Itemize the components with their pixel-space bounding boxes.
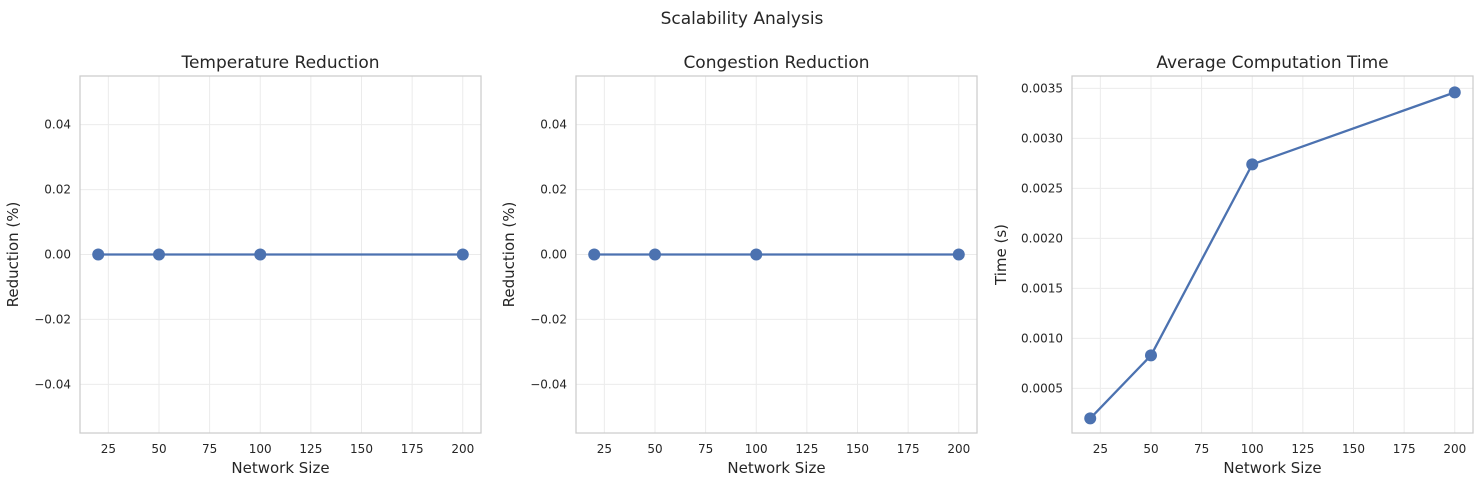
x-tick-label: 125 [1291, 442, 1314, 456]
x-tick-label: 175 [401, 442, 424, 456]
x-tick-label: 200 [451, 442, 474, 456]
data-point [254, 248, 267, 261]
y-tick-label: 0.0010 [1021, 331, 1063, 345]
x-tick-label: 150 [846, 442, 869, 456]
x-tick-label: 100 [1241, 442, 1264, 456]
x-tick-label: 25 [101, 442, 116, 456]
y-axis-label: Time (s) [992, 224, 1010, 286]
y-axis-label: Reduction (%) [500, 202, 518, 308]
x-tick-label: 200 [947, 442, 970, 456]
x-axis-label: Network Size [231, 459, 329, 477]
plot-area [1072, 76, 1473, 433]
y-tick-label: −0.04 [34, 377, 71, 391]
x-tick-label: 100 [745, 442, 768, 456]
x-tick-label: 200 [1443, 442, 1466, 456]
x-tick-label: 25 [597, 442, 612, 456]
y-tick-label: 0.0015 [1021, 281, 1063, 295]
x-tick-label: 150 [350, 442, 373, 456]
y-tick-label: −0.02 [530, 312, 567, 326]
x-tick-label: 100 [249, 442, 272, 456]
data-point [92, 248, 105, 261]
data-point [1084, 412, 1097, 425]
x-tick-label: 75 [202, 442, 217, 456]
plot-frame [1071, 75, 1474, 434]
x-axis-label: Network Size [1223, 459, 1321, 477]
data-point [648, 248, 661, 261]
x-tick-label: 50 [151, 442, 166, 456]
chart-title: Temperature Reduction [180, 53, 379, 73]
y-tick-label: 0.04 [44, 118, 71, 132]
y-tick-label: −0.04 [530, 377, 567, 391]
chart-title: Average Computation Time [1156, 53, 1388, 73]
y-tick-label: 0.0030 [1021, 131, 1063, 145]
y-tick-label: 0.02 [44, 183, 71, 197]
chart-title: Congestion Reduction [683, 53, 869, 73]
data-point [1144, 349, 1157, 362]
data-point [1246, 158, 1259, 171]
data-point [952, 248, 965, 261]
y-tick-label: −0.02 [34, 312, 71, 326]
series-line [1089, 91, 1456, 420]
plot-frame [79, 75, 482, 434]
x-tick-label: 50 [647, 442, 662, 456]
data-point [152, 248, 165, 261]
x-tick-label: 150 [1342, 442, 1365, 456]
chart-panel-2: 25 50 75 100 125 150 175 200 −0.04 −0.02 0.00 0.02 0… [500, 53, 978, 477]
x-axis-label: Network Size [727, 459, 825, 477]
x-tick-label: 125 [795, 442, 818, 456]
y-tick-label: 0.00 [44, 248, 71, 262]
y-tick-label: 0.04 [540, 118, 567, 132]
data-point [588, 248, 601, 261]
x-tick-label: 50 [1143, 442, 1158, 456]
figure-suptitle: Scalability Analysis [661, 9, 824, 29]
data-point [456, 248, 469, 261]
data-point [750, 248, 763, 261]
y-tick-label: 0.0035 [1021, 81, 1063, 95]
x-tick-label: 175 [897, 442, 920, 456]
x-tick-label: 125 [299, 442, 322, 456]
data-point [1448, 86, 1461, 99]
y-tick-label: 0.02 [540, 183, 567, 197]
plot-frame [575, 75, 978, 434]
x-tick-label: 75 [698, 442, 713, 456]
y-axis-label: Reduction (%) [4, 202, 22, 308]
y-tick-label: 0.0020 [1021, 231, 1063, 245]
y-tick-label: 0.0005 [1021, 381, 1063, 395]
y-tick-label: 0.00 [540, 248, 567, 262]
y-tick-label: 0.0025 [1021, 181, 1063, 195]
chart-panel-1: 25 50 75 100 125 150 175 200 −0.04 −0.02 0.00 0.02 0… [4, 53, 482, 477]
x-tick-label: 175 [1393, 442, 1416, 456]
x-tick-label: 25 [1093, 442, 1108, 456]
x-tick-label: 75 [1194, 442, 1209, 456]
chart-panel-3: 25 50 75 100 125 150 175 200 0.0005 0.0010 0.0015 0… [992, 53, 1474, 477]
